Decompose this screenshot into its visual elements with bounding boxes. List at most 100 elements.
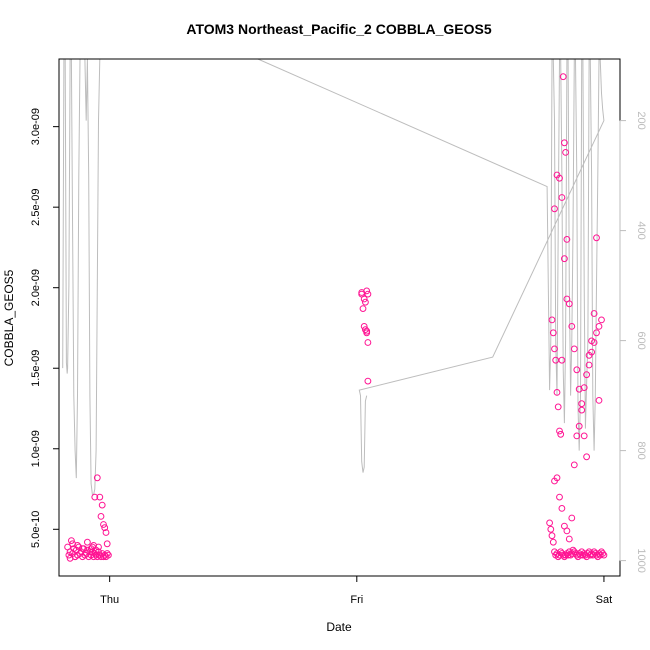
data-point [585, 361, 593, 369]
data-point [98, 501, 106, 509]
data-point [583, 453, 590, 461]
data-point [105, 551, 112, 559]
data-point [100, 521, 107, 528]
data-point [588, 337, 595, 345]
data-point [359, 305, 367, 313]
data-point [558, 356, 566, 364]
data-point [65, 551, 73, 559]
data-point [548, 532, 556, 540]
data-point [91, 493, 99, 501]
x-tick-label: Sat [596, 594, 613, 606]
data-point [360, 295, 368, 303]
data-point [553, 474, 561, 482]
data-point [546, 519, 553, 527]
data-point [364, 290, 372, 298]
data-point [578, 406, 586, 414]
y-tick-label: 5.0e-10 [30, 511, 42, 548]
data-point [575, 385, 583, 393]
data-point [89, 548, 96, 556]
data-point [93, 474, 101, 482]
data-point [547, 525, 555, 533]
data-point [561, 255, 568, 263]
x-axis-label: Date [326, 620, 352, 634]
data-point [97, 553, 105, 561]
data-point [559, 73, 567, 81]
data-point [593, 329, 600, 337]
data-point [551, 345, 558, 353]
data-point [557, 430, 565, 438]
y-tick-label: 2.5e-09 [30, 189, 42, 226]
data-point [590, 310, 598, 317]
data-point [598, 316, 605, 324]
x-tick-label: Fri [350, 594, 363, 606]
data-point [580, 432, 588, 440]
x-tick-label: Thu [100, 594, 119, 606]
y2-tick-label: 400 [635, 221, 647, 239]
data-point [558, 194, 566, 201]
data-point [553, 389, 561, 396]
data-point [549, 538, 557, 546]
data-point [600, 551, 608, 559]
data-point [562, 149, 569, 156]
y-tick-label: 3.0e-09 [30, 108, 42, 145]
data-point [565, 535, 573, 543]
y2-axis-pressure: 200 400 600 800 1000 [619, 111, 647, 573]
data-point [74, 542, 81, 549]
y2-tick-label: 600 [635, 331, 647, 349]
data-point [575, 422, 583, 430]
data-point [96, 493, 104, 501]
data-point [564, 551, 572, 559]
y2-tick-label: 1000 [635, 548, 647, 572]
data-point [593, 234, 600, 242]
data-point [577, 551, 584, 559]
data-point [95, 543, 102, 551]
data-point [548, 316, 556, 324]
data-point [556, 493, 563, 501]
data-point [364, 339, 372, 346]
y-axis: 5.0e-10 1.0e-09 1.5e-09 2.0e-09 2.5e-09 3.0e-… [30, 108, 60, 548]
data-point [573, 432, 581, 440]
data-point [570, 345, 578, 353]
plot-frame [58, 58, 621, 577]
data-point [364, 377, 372, 385]
data-point [554, 403, 562, 411]
data-point [583, 371, 590, 379]
data-point [595, 323, 603, 330]
data-point [362, 326, 369, 334]
y2-tick-label: 200 [635, 111, 647, 129]
y-tick-label: 1.0e-09 [30, 430, 42, 467]
data-point [362, 298, 369, 306]
data-point [563, 236, 571, 243]
data-point [68, 537, 75, 544]
data-point [556, 427, 563, 435]
data-point [563, 527, 571, 535]
data-point [578, 400, 586, 408]
data-point [551, 205, 558, 213]
data-point [103, 540, 111, 548]
y-tick-label: 2.0e-09 [30, 269, 42, 306]
data-point [570, 461, 578, 469]
data-point [102, 529, 110, 536]
data-point [71, 553, 79, 561]
pressure-line [62, 59, 605, 496]
data-point [556, 174, 563, 182]
y-axis-label: COBBLA_GEOS5 [2, 269, 16, 366]
data-points-layer [64, 73, 608, 562]
data-point [585, 351, 593, 359]
data-point [568, 514, 576, 522]
data-point [568, 323, 576, 330]
data-point [549, 329, 557, 337]
data-point [573, 366, 581, 374]
data-point [103, 550, 111, 557]
data-point [97, 513, 105, 520]
data-point [363, 329, 371, 337]
x-axis: Thu Fri Sat [100, 575, 613, 606]
y2-tick-label: 800 [635, 441, 647, 459]
data-point [565, 300, 573, 308]
y-tick-label: 1.5e-09 [30, 350, 42, 387]
data-point [599, 550, 607, 557]
data-point [84, 538, 91, 546]
chart-title: ATOM3 Northeast_Pacific_2 COBBLA_GEOS5 [186, 21, 491, 37]
data-point [79, 545, 86, 552]
